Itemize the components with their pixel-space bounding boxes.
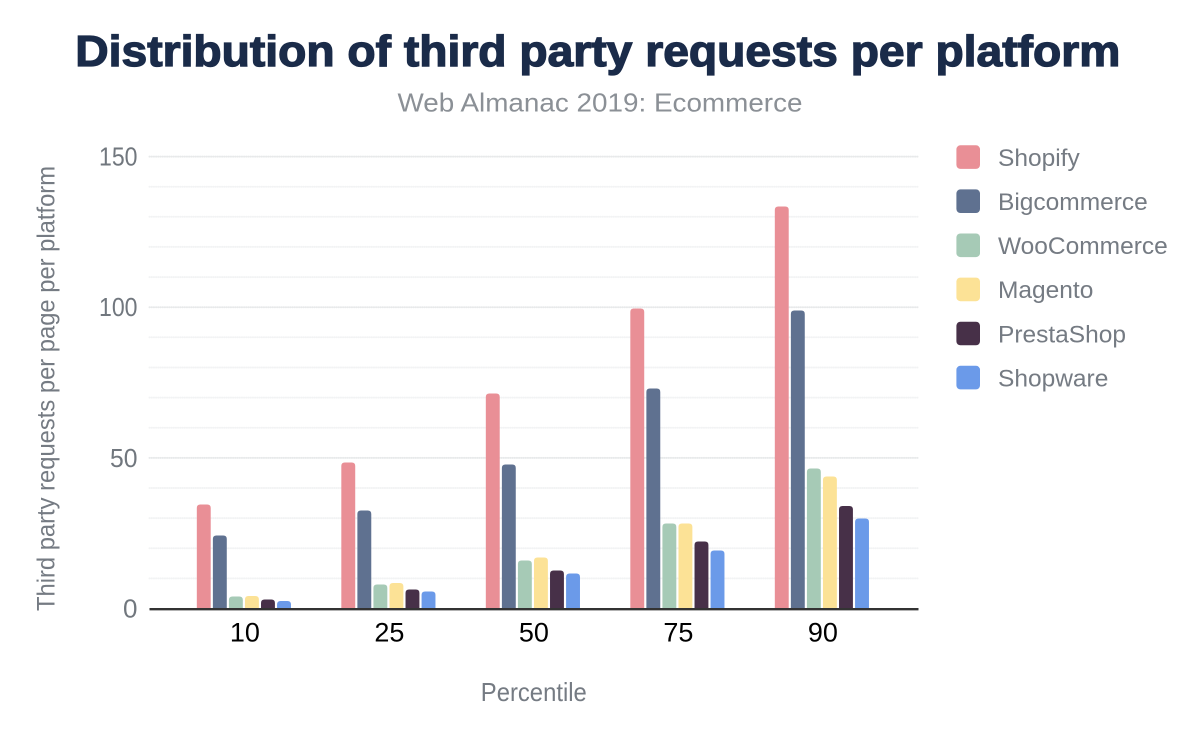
svg-text:100: 100 bbox=[99, 292, 138, 322]
svg-text:PrestaShop: PrestaShop bbox=[998, 321, 1126, 348]
svg-text:Magento: Magento bbox=[998, 277, 1093, 304]
svg-text:Shopify: Shopify bbox=[998, 145, 1080, 172]
svg-text:Distribution of third party re: Distribution of third party requests per… bbox=[75, 27, 1120, 76]
svg-text:Web Almanac 2019: Ecommerce: Web Almanac 2019: Ecommerce bbox=[398, 88, 803, 118]
svg-text:50: 50 bbox=[519, 618, 549, 648]
svg-text:0: 0 bbox=[123, 594, 137, 624]
svg-text:25: 25 bbox=[374, 618, 404, 648]
svg-text:WooCommerce: WooCommerce bbox=[998, 233, 1168, 260]
svg-text:50: 50 bbox=[110, 443, 138, 473]
svg-text:Third party requests per page: Third party requests per page per platfo… bbox=[33, 166, 61, 611]
svg-text:Percentile: Percentile bbox=[481, 677, 587, 707]
svg-text:150: 150 bbox=[99, 142, 138, 172]
svg-text:Bigcommerce: Bigcommerce bbox=[998, 189, 1148, 216]
svg-text:Shopware: Shopware bbox=[998, 365, 1108, 392]
svg-text:10: 10 bbox=[230, 618, 260, 648]
svg-text:75: 75 bbox=[663, 618, 693, 648]
svg-text:90: 90 bbox=[808, 618, 838, 648]
